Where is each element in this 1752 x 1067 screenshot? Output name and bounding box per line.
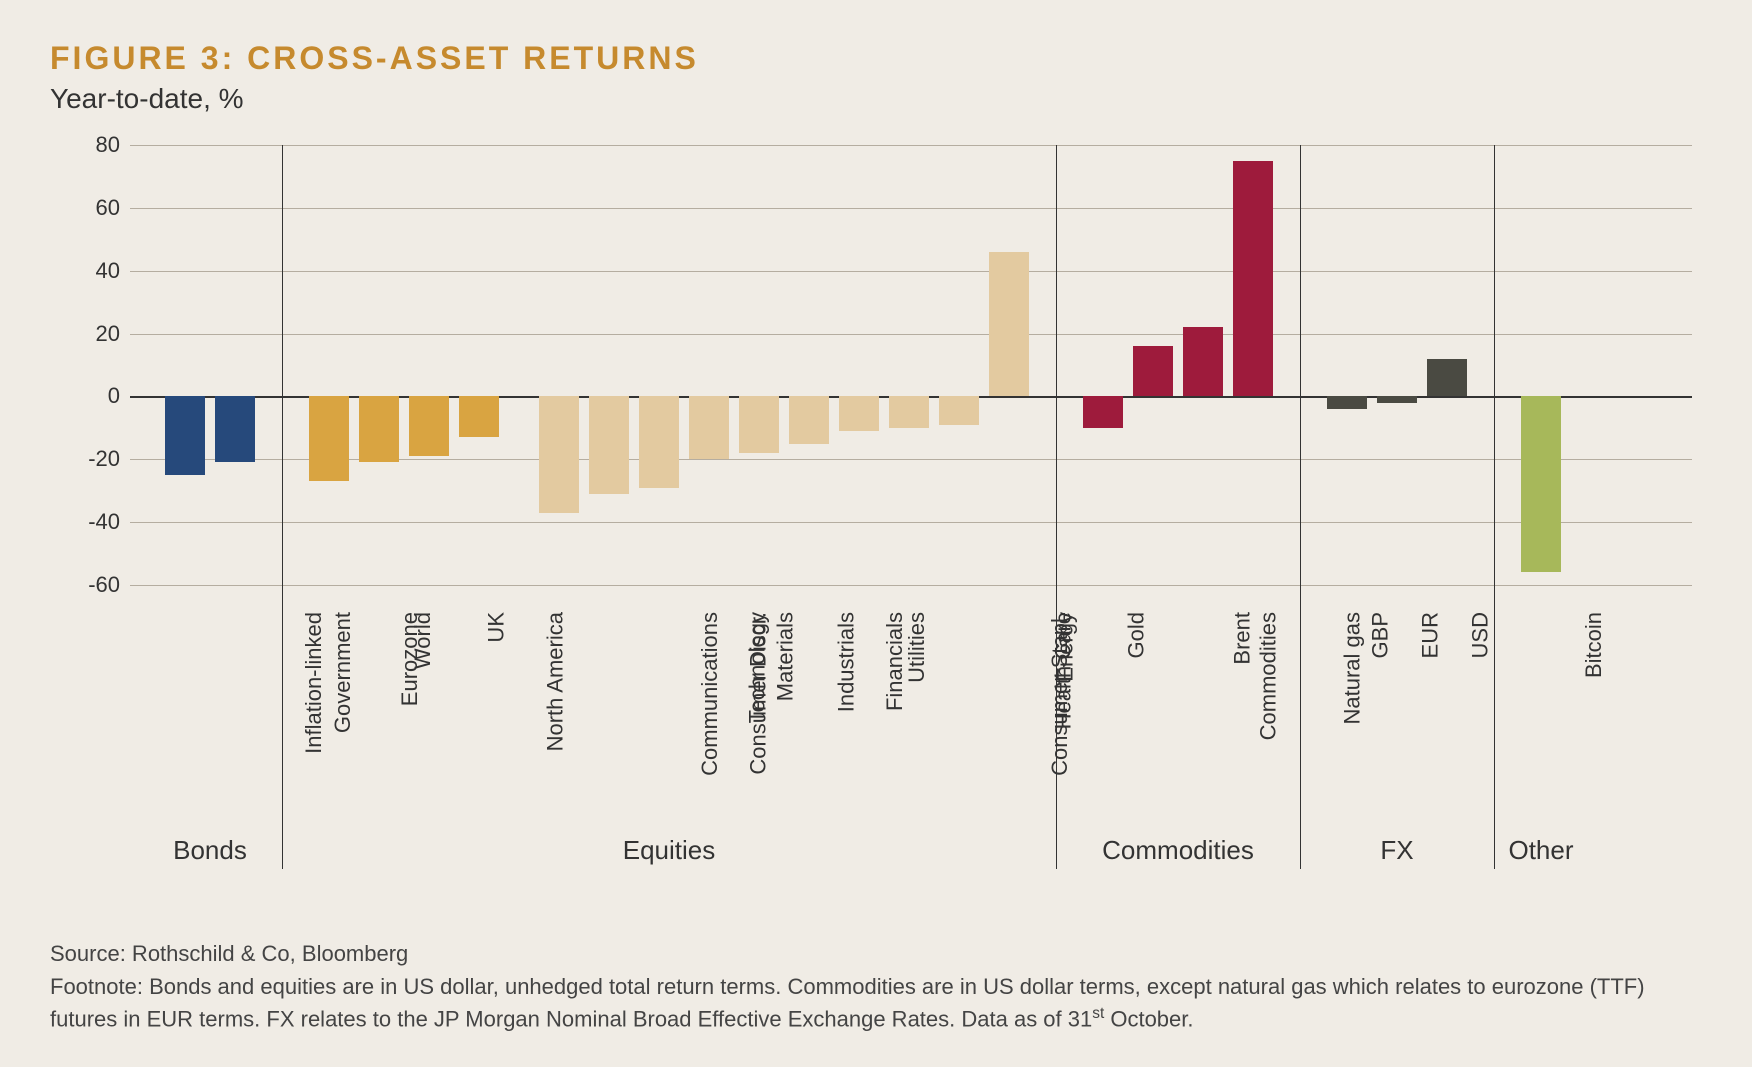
bar (739, 396, 779, 453)
bar (1521, 396, 1561, 572)
gridline (130, 585, 1692, 586)
x-tick-label: Commodities (1255, 612, 1281, 740)
y-tick-label: -40 (60, 509, 120, 535)
y-tick-label: 40 (60, 258, 120, 284)
x-tick-label: Gold (1123, 612, 1149, 658)
figure-footnotes: Source: Rothschild & Co, Bloomberg Footn… (50, 939, 1702, 1037)
bar (639, 396, 679, 487)
group-divider (1056, 145, 1057, 869)
group-label: Other (1508, 835, 1573, 866)
group-divider (1494, 145, 1495, 869)
bar (215, 396, 255, 462)
y-tick-label: -20 (60, 446, 120, 472)
bar (1327, 396, 1367, 409)
bar (459, 396, 499, 437)
bar (1083, 396, 1123, 427)
bar (1183, 327, 1223, 396)
gridline (130, 208, 1692, 209)
y-tick-label: -60 (60, 572, 120, 598)
group-divider (1300, 145, 1301, 869)
bar (1233, 161, 1273, 397)
x-tick-label: UK (484, 612, 510, 643)
bar (309, 396, 349, 481)
bar (789, 396, 829, 443)
x-tick-label: GBP (1367, 612, 1393, 658)
y-tick-label: 20 (60, 321, 120, 347)
x-tick-label: Communications (697, 612, 723, 776)
gridline (130, 522, 1692, 523)
bar (1427, 359, 1467, 397)
bar (889, 396, 929, 427)
bar (1133, 346, 1173, 396)
bar (409, 396, 449, 456)
x-tick-label: World (410, 612, 436, 669)
x-tick-label: Brent (1230, 612, 1256, 665)
bar (689, 396, 729, 459)
bar (839, 396, 879, 431)
chart-area: -60 -40 -20 0 20 40 60 80 Inflation-linkedGovern… (50, 135, 1702, 855)
x-tick-label: Inflation-linked (301, 612, 327, 754)
figure-subtitle: Year-to-date, % (50, 83, 1702, 115)
bar (989, 252, 1029, 397)
y-tick-label: 80 (60, 132, 120, 158)
x-tick-label: Technology (744, 612, 770, 723)
x-tick-label: Government (330, 612, 356, 733)
x-tick-label: Natural gas (1340, 612, 1366, 725)
figure-source: Source: Rothschild & Co, Bloomberg (50, 939, 1702, 970)
group-label: Bonds (173, 835, 247, 866)
gridline (130, 334, 1692, 335)
gridline (130, 145, 1692, 146)
x-tick-label: Utilities (904, 612, 930, 683)
y-tick-label: 60 (60, 195, 120, 221)
bar (939, 396, 979, 424)
x-tick-label: Bitcoin (1581, 612, 1607, 678)
gridline (130, 271, 1692, 272)
bar (165, 396, 205, 475)
bar (539, 396, 579, 512)
x-tick-label: EUR (1417, 612, 1443, 658)
group-divider (282, 145, 283, 869)
bar (1377, 396, 1417, 402)
figure-footnote: Footnote: Bonds and equities are in US d… (50, 972, 1702, 1035)
chart-plot: -60-40-20020406080Inflation-linkedGovern… (130, 145, 1692, 585)
figure-title: FIGURE 3: CROSS-ASSET RETURNS (50, 40, 1702, 77)
figure-container: FIGURE 3: CROSS-ASSET RETURNS Year-to-da… (0, 0, 1752, 1067)
group-label: Equities (623, 835, 716, 866)
x-tick-label: Materials (772, 612, 798, 701)
x-tick-label: North America (542, 612, 568, 751)
group-label: FX (1380, 835, 1413, 866)
x-tick-label: USD (1467, 612, 1493, 658)
bar (589, 396, 629, 493)
bar (359, 396, 399, 462)
x-tick-label: Industrials (833, 612, 859, 712)
y-tick-label: 0 (60, 383, 120, 409)
group-label: Commodities (1102, 835, 1254, 866)
